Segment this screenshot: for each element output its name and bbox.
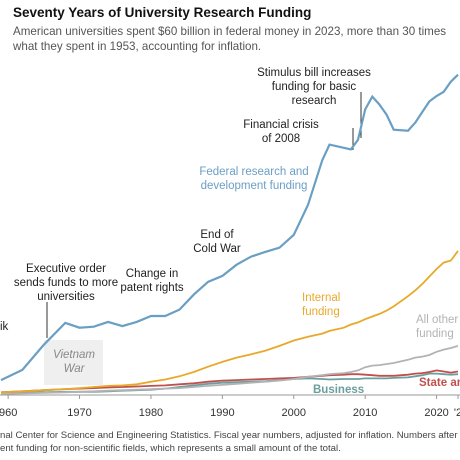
annotation: Vietnam War bbox=[53, 349, 95, 375]
x-tick-label: 1980 bbox=[139, 407, 163, 419]
series-line bbox=[0, 345, 459, 395]
annotation: End of Cold War bbox=[193, 229, 241, 255]
annotation: ik bbox=[0, 321, 9, 333]
series-label: Internal funding bbox=[302, 292, 341, 318]
series-label: All other funding bbox=[416, 314, 459, 340]
note: ent funding for non-scientific fields, w… bbox=[0, 443, 341, 454]
x-tick-label: 960 bbox=[0, 407, 17, 419]
x-tick-label: 1970 bbox=[67, 407, 91, 419]
x-tick-label: 2020 bbox=[424, 407, 448, 419]
vietnam-shade bbox=[44, 340, 103, 385]
annotation: Financial crisis of 2008 bbox=[243, 119, 319, 145]
note: nal Center for Science and Engineering S… bbox=[0, 430, 460, 441]
annotation: Stimulus bill increases funding for basi… bbox=[257, 67, 371, 107]
chart-title: Seventy Years of University Research Fun… bbox=[13, 5, 312, 20]
series-line bbox=[0, 250, 459, 394]
series-line bbox=[0, 73, 459, 382]
series-label: Federal research and development funding bbox=[199, 166, 309, 192]
x-tick-label: 1990 bbox=[210, 407, 234, 419]
series-label: Business bbox=[313, 384, 365, 396]
x-tick-label: 2010 bbox=[353, 407, 377, 419]
annotation: Change in patent rights bbox=[120, 268, 184, 294]
series-line bbox=[0, 369, 459, 394]
x-tick-label: '2 bbox=[454, 407, 460, 419]
annotation: Executive order sends funds to more univ… bbox=[13, 263, 119, 303]
series-label: State and bbox=[419, 377, 460, 389]
x-tick-label: 2000 bbox=[282, 407, 306, 419]
chart-subtitle: American universities spent $60 billion … bbox=[13, 25, 447, 53]
